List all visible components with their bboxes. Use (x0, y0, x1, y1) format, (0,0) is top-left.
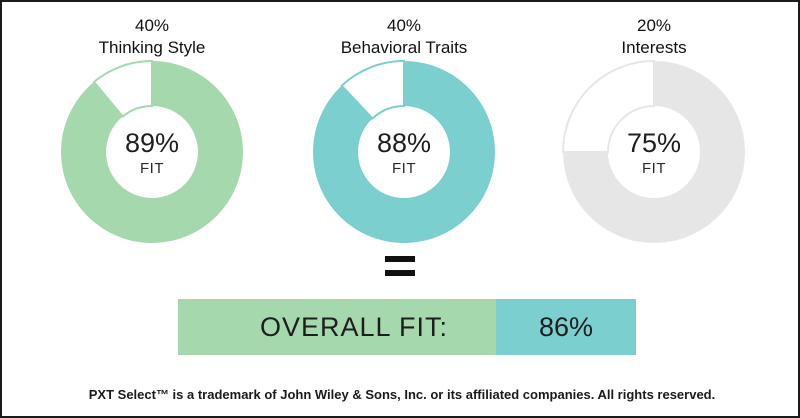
donut-remainder-slice (340, 60, 405, 120)
donut-chart (562, 60, 745, 243)
donut-center-sub: FIT (392, 160, 416, 177)
donut-center-sub: FIT (140, 160, 164, 177)
overall-fit-bar: OVERALL FIT: 86% (178, 299, 636, 355)
overall-fit-value: 86% (538, 312, 594, 342)
overall-fit-value-segment: 86% (496, 299, 636, 355)
donut-weight: 40% (386, 16, 422, 35)
equals-bar-top (385, 256, 415, 262)
donut-center-value: 75% (626, 128, 682, 158)
donut-remainder-slice (562, 60, 655, 153)
donut-center-value: 89% (124, 128, 180, 158)
donut-label: Thinking Style (98, 38, 206, 57)
donut-fit-slice (563, 61, 745, 243)
donut-weight: 20% (636, 16, 672, 35)
donut-label: Behavioral Traits (340, 38, 468, 57)
donut-label: Interests (621, 38, 687, 57)
equals-bar-bottom (385, 270, 415, 276)
donut-chart (61, 60, 244, 243)
donut-fit-slice (313, 61, 495, 243)
footer-copyright: PXT Select™ is a trademark of John Wiley… (88, 387, 716, 402)
overall-fit-label-segment: OVERALL FIT: (178, 299, 496, 355)
donut-center-value: 88% (376, 128, 432, 158)
donut-center-sub: FIT (642, 160, 666, 177)
donut-chart (313, 60, 495, 243)
overall-fit-label: OVERALL FIT: (260, 312, 449, 342)
donut-fit-slice (61, 61, 244, 243)
equals-sign (385, 256, 415, 278)
donut-weight: 40% (134, 16, 170, 35)
donut-thinking-style: 40% Thinking Style 89% FIT (52, 2, 252, 243)
donut-remainder-slice (92, 60, 153, 118)
donut-interests: 20% Interests 75% FIT (554, 2, 754, 243)
donut-behavioral-traits: 40% Behavioral Traits 88% FIT (304, 2, 504, 243)
